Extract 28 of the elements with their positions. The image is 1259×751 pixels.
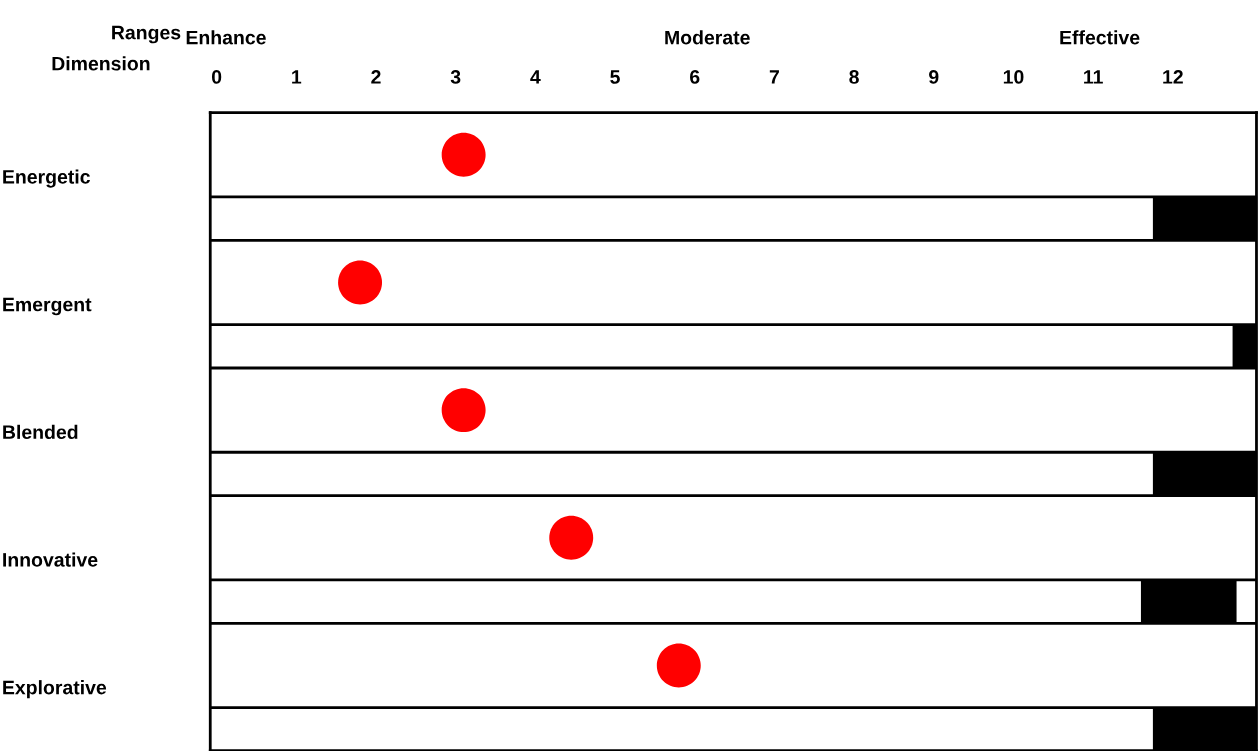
point — [338, 260, 383, 305]
x-tick-label: 10 — [1003, 70, 1024, 84]
x-tick-label: 12 — [1163, 70, 1183, 84]
x-tick-label: 1 — [292, 70, 302, 84]
text: Effective — [1060, 30, 1140, 45]
y-tick-label: Blended — [3, 424, 78, 440]
x-tick-label: 8 — [849, 70, 859, 84]
x-tick-label: 11 — [1084, 70, 1103, 84]
x-tick-label: 5 — [610, 70, 620, 84]
x-axis-title: Ranges — [112, 25, 181, 44]
y-axis-title: Dimension — [52, 56, 150, 71]
x-tick-label: 6 — [690, 70, 700, 84]
y-tick-label: Emergent — [3, 297, 92, 316]
x-tick-label: 3 — [450, 70, 461, 84]
point — [441, 132, 486, 177]
point — [441, 388, 486, 433]
x-tick-label: 2 — [371, 70, 381, 84]
y-tick-label: Energetic — [3, 169, 90, 188]
x-tick-label: 7 — [769, 70, 779, 84]
point — [549, 515, 594, 560]
y-tick-label: Innovative — [3, 552, 98, 567]
text: Moderate — [665, 30, 750, 45]
text: Enhance — [186, 30, 266, 45]
x-tick-label: 0 — [211, 70, 222, 84]
x-tick-label: 4 — [530, 70, 541, 84]
y-tick-label: Explorative — [3, 680, 107, 699]
point — [656, 643, 701, 688]
x-tick-label: 9 — [929, 70, 939, 84]
